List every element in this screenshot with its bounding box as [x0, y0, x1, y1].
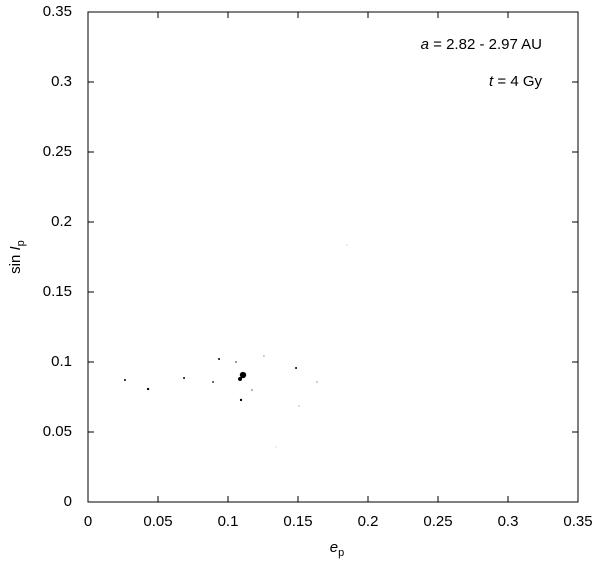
annotation: a = 2.82 - 2.97 AU: [421, 36, 542, 53]
point: [238, 376, 243, 381]
y-label-text: sin: [7, 250, 24, 273]
annotation: t = 4 Gy: [489, 73, 542, 90]
point: [212, 381, 214, 383]
x-tick-label: 0.25: [423, 513, 452, 530]
y-tick-label: 0.2: [51, 213, 72, 230]
y-axis-label: sin Ip: [7, 240, 27, 274]
annotation-text: = 2.82 - 2.97 AU: [429, 36, 542, 53]
y-tick-label: 0.1: [51, 353, 72, 370]
x-tick-label: 0.15: [283, 513, 312, 530]
point: [251, 389, 253, 391]
x-tick-label: 0: [84, 513, 92, 530]
x-tick-label: 0.35: [563, 513, 592, 530]
point: [146, 387, 150, 391]
point: [235, 361, 237, 363]
y-tick-label: 0.3: [51, 73, 72, 90]
y-tick-label: 0: [64, 493, 72, 510]
x-tick-label: 0.1: [218, 513, 239, 530]
point: [218, 358, 221, 361]
y-tick-label: 0.35: [43, 3, 72, 20]
x-label-var: e: [330, 539, 338, 556]
point: [239, 398, 243, 402]
plot-frame: [87, 11, 579, 503]
y-label-sub: p: [15, 240, 27, 246]
point: [316, 381, 318, 383]
y-tick-label: 0.25: [43, 143, 72, 160]
x-label-sub: p: [338, 547, 344, 559]
point: [123, 379, 126, 382]
annotation-var: t: [489, 73, 494, 90]
x-axis-label: ep: [330, 539, 344, 559]
x-tick-label: 0.3: [498, 513, 519, 530]
point: [346, 244, 348, 246]
annotation-text: = 4 Gy: [493, 73, 542, 90]
point: [263, 355, 265, 357]
point: [183, 376, 186, 379]
annotation-var: a: [421, 36, 429, 53]
x-tick-label: 0.2: [358, 513, 379, 530]
point: [275, 446, 277, 448]
point: [295, 367, 298, 370]
point: [298, 405, 300, 407]
y-tick-label: 0.05: [43, 423, 72, 440]
point: [239, 371, 247, 379]
y-label-var: I: [7, 246, 24, 250]
x-tick-label: 0.05: [143, 513, 172, 530]
y-tick-label: 0.15: [43, 283, 72, 300]
